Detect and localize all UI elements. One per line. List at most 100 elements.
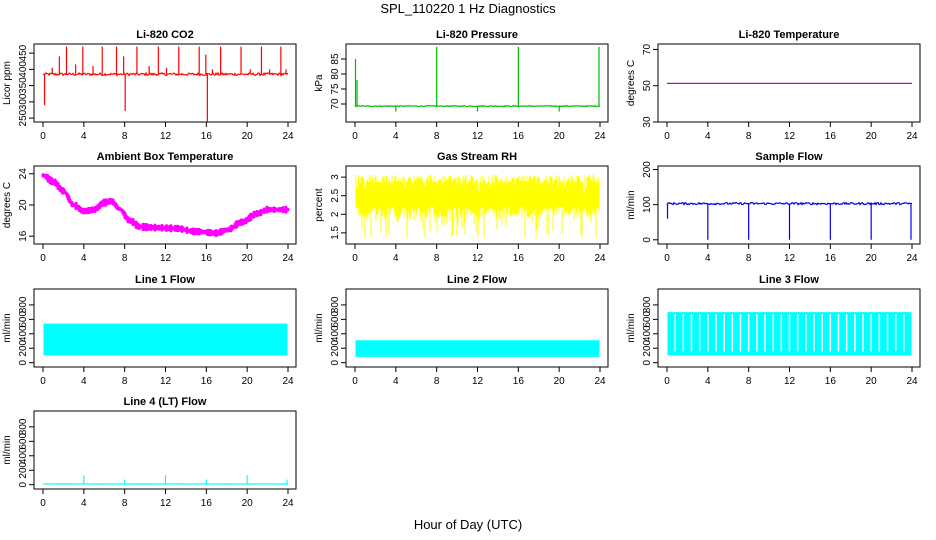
x-tick-label: 4 bbox=[81, 498, 87, 509]
chart-panel: Li-820 Pressure 0 4 8 12 16 20 24 70 75 80 85 kPa bbox=[314, 29, 609, 142]
y-tick-label: 200 bbox=[18, 339, 29, 356]
x-tick-label: 4 bbox=[81, 376, 87, 387]
x-tick-label: 16 bbox=[201, 376, 213, 387]
x-tick-label: 4 bbox=[393, 131, 399, 142]
y-axis-label: ml/min bbox=[314, 313, 325, 342]
panel-title: Line 1 Flow bbox=[135, 274, 195, 286]
y-tick-label: 800 bbox=[18, 296, 29, 313]
y-tick-label: 200 bbox=[18, 461, 29, 478]
x-tick-label: 16 bbox=[825, 131, 837, 142]
panel-title: Line 2 Flow bbox=[447, 274, 507, 286]
x-tick-label: 20 bbox=[242, 376, 254, 387]
x-tick-label: 20 bbox=[242, 131, 254, 142]
x-tick-label: 8 bbox=[434, 376, 440, 387]
y-axis-label: Licor ppm bbox=[2, 61, 13, 105]
y-tick-label: 800 bbox=[330, 296, 341, 313]
y-tick-label: 400 bbox=[18, 61, 29, 78]
x-tick-label: 24 bbox=[594, 376, 606, 387]
x-tick-label: 24 bbox=[282, 131, 294, 142]
y-tick-label: 2 bbox=[330, 211, 341, 217]
x-tick-label: 8 bbox=[122, 131, 128, 142]
x-tick-label: 24 bbox=[906, 376, 918, 387]
x-tick-label: 12 bbox=[784, 131, 796, 142]
y-tick-label: 30 bbox=[642, 116, 653, 128]
series-9 bbox=[42, 475, 289, 485]
x-tick-label: 20 bbox=[866, 253, 878, 264]
x-axis-label: Hour of Day (UTC) bbox=[413, 517, 523, 532]
x-tick-label: 8 bbox=[122, 253, 128, 264]
panel-title: Gas Stream RH bbox=[437, 151, 517, 163]
y-tick-label: 0 bbox=[642, 237, 653, 243]
panel-title: Line 4 (LT) Flow bbox=[124, 396, 207, 408]
chart-panel: Line 4 (LT) Flow 0 4 8 12 16 20 24 0 200400600800… bbox=[2, 396, 297, 509]
x-tick-label: 4 bbox=[393, 253, 399, 264]
series-band bbox=[355, 174, 600, 239]
y-tick-label: 16 bbox=[18, 230, 29, 242]
series-line bbox=[42, 71, 289, 77]
x-tick-label: 24 bbox=[282, 376, 294, 387]
x-tick-label: 4 bbox=[393, 376, 399, 387]
y-tick-label: 600 bbox=[330, 311, 341, 328]
y-axis-label: ml/min bbox=[626, 313, 637, 342]
chart-panel: Ambient Box Temperature 0 4 8 12 16 20 24 16 20 24… bbox=[2, 151, 297, 264]
x-tick-label: 12 bbox=[160, 498, 172, 509]
x-tick-label: 24 bbox=[594, 253, 606, 264]
x-tick-label: 0 bbox=[40, 376, 46, 387]
series-5 bbox=[666, 201, 913, 240]
y-axis-label: degrees C bbox=[626, 60, 637, 106]
x-tick-label: 20 bbox=[242, 498, 254, 509]
x-tick-label: 20 bbox=[866, 131, 878, 142]
x-tick-label: 24 bbox=[282, 253, 294, 264]
x-tick-label: 4 bbox=[81, 253, 87, 264]
x-tick-label: 16 bbox=[825, 376, 837, 387]
y-axis-label: degrees C bbox=[2, 182, 13, 228]
figure-title: SPL_110220 1 Hz Diagnostics bbox=[380, 1, 556, 16]
series-7 bbox=[355, 340, 600, 357]
x-tick-label: 0 bbox=[40, 131, 46, 142]
x-tick-label: 24 bbox=[594, 131, 606, 142]
x-tick-label: 16 bbox=[513, 253, 525, 264]
y-tick-label: 85 bbox=[330, 53, 341, 65]
y-tick-label: 400 bbox=[18, 325, 29, 342]
x-tick-label: 0 bbox=[664, 253, 670, 264]
series-6 bbox=[43, 323, 288, 356]
y-tick-label: 400 bbox=[330, 325, 341, 342]
panel-title: Li-820 Pressure bbox=[436, 29, 518, 41]
y-axis-label: ml/min bbox=[2, 313, 13, 342]
y-tick-label: 0 bbox=[18, 359, 29, 365]
series-band bbox=[43, 323, 288, 356]
y-tick-label: 400 bbox=[18, 447, 29, 464]
x-tick-label: 24 bbox=[906, 253, 918, 264]
series-line bbox=[41, 173, 290, 238]
x-tick-label: 12 bbox=[784, 376, 796, 387]
x-tick-label: 20 bbox=[554, 131, 566, 142]
x-tick-label: 20 bbox=[554, 376, 566, 387]
panel-title: Ambient Box Temperature bbox=[97, 151, 234, 163]
y-tick-label: 1.5 bbox=[330, 225, 341, 239]
x-tick-label: 12 bbox=[160, 376, 172, 387]
x-tick-label: 4 bbox=[705, 253, 711, 264]
y-tick-label: 50 bbox=[642, 80, 653, 92]
series-3 bbox=[41, 173, 290, 238]
x-tick-label: 12 bbox=[160, 131, 172, 142]
x-tick-label: 24 bbox=[282, 498, 294, 509]
y-tick-label: 200 bbox=[642, 161, 653, 178]
x-tick-label: 8 bbox=[434, 131, 440, 142]
series-band bbox=[355, 340, 600, 357]
y-tick-label: 600 bbox=[642, 311, 653, 328]
plot-frame bbox=[33, 43, 297, 123]
x-tick-label: 0 bbox=[40, 498, 46, 509]
y-tick-label: 2.5 bbox=[330, 188, 341, 202]
y-tick-label: 400 bbox=[642, 325, 653, 342]
y-tick-label: 75 bbox=[330, 83, 341, 95]
y-tick-label: 24 bbox=[18, 168, 29, 180]
x-tick-label: 12 bbox=[472, 131, 484, 142]
x-tick-label: 4 bbox=[705, 131, 711, 142]
y-tick-label: 20 bbox=[18, 199, 29, 211]
panel-title: Li-820 CO2 bbox=[136, 29, 193, 41]
y-tick-label: 0 bbox=[330, 359, 341, 365]
x-tick-label: 12 bbox=[472, 253, 484, 264]
